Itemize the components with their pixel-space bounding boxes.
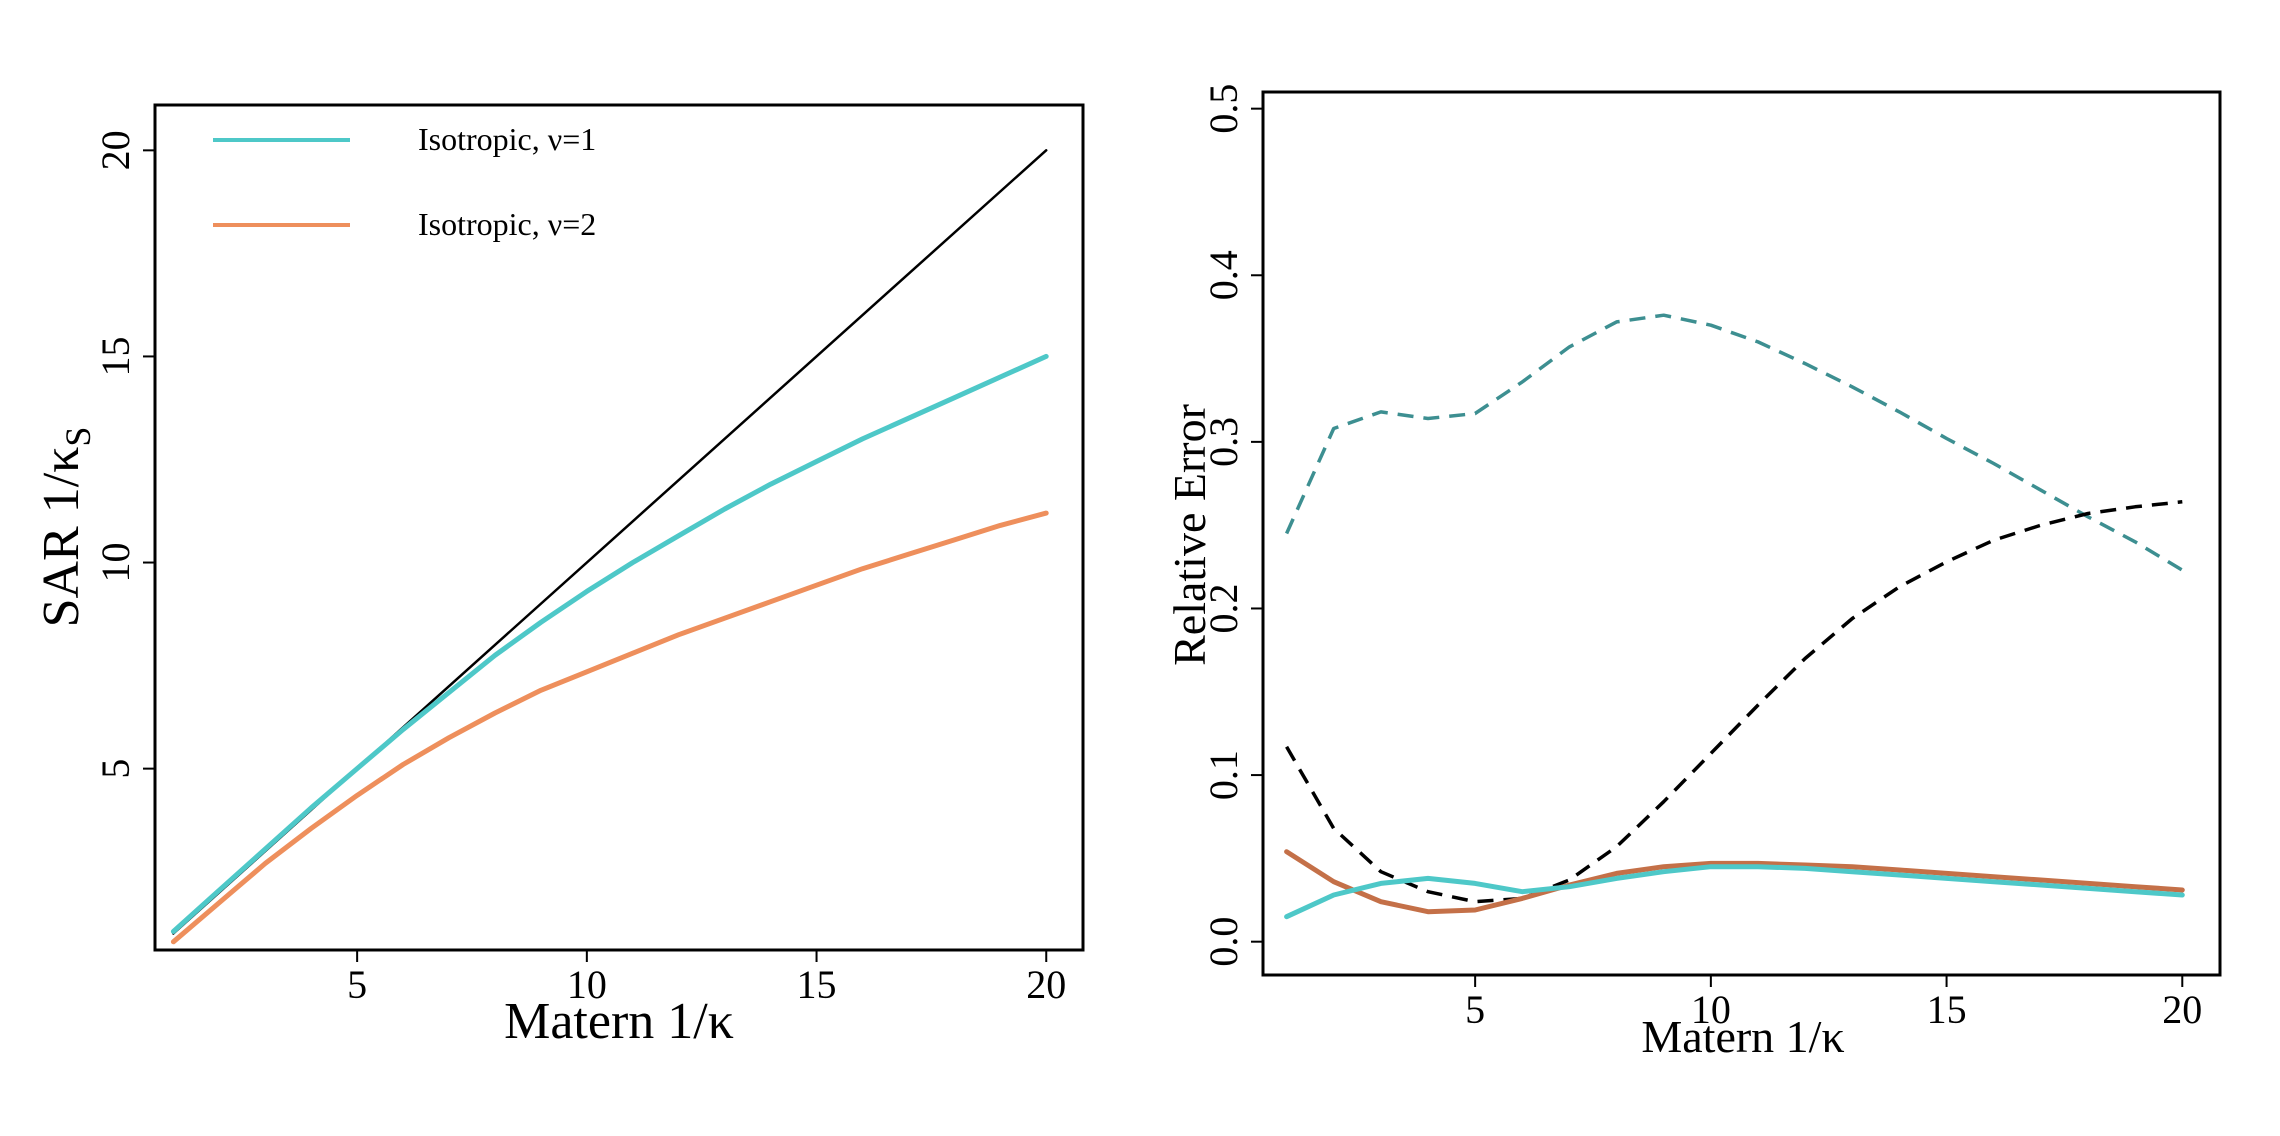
left-series-line-isotropic-1 (170, 353, 1049, 934)
left-x-tick-label: 20 (1026, 962, 1066, 1007)
left-x-tick-label: 5 (347, 962, 367, 1007)
left-y-tick-label: 10 (93, 543, 138, 583)
right-y-tick-label: 0.5 (1201, 84, 1246, 134)
left-y-tick-label: 15 (93, 336, 138, 376)
right-y-axis-title: Relative Error (1164, 404, 1215, 666)
right-y-tick-label: 0.3 (1201, 417, 1246, 467)
right-series-line-cyan-solid (1284, 864, 2185, 920)
right-y-tick-label: 0.2 (1201, 583, 1246, 633)
right-x-ticks: 5 10 15 20 (1465, 975, 2202, 1032)
left-x-ticks: 5 10 15 20 (347, 950, 1066, 1007)
left-y-axis-title-main: SAR 1/κ (33, 447, 90, 628)
right-plot-frame (1261, 90, 2222, 977)
left-chart-panel: 5 10 15 20 5 10 15 20 Isotropic, ν=1 Isotropic… (33, 103, 1085, 1050)
right-x-tick-label: 20 (2162, 987, 2202, 1032)
right-series-line-teal-dashed (1285, 313, 2184, 572)
left-plot-frame (153, 103, 1085, 952)
right-chart-panel: 5 10 15 20 0.0 0.1 0.2 0.3 0.4 0.5 Matern 1/κ Re… (1164, 84, 2222, 1062)
left-x-axis-title: Matern 1/κ (504, 993, 734, 1050)
right-y-ticks: 0.0 0.1 0.2 0.3 0.4 0.5 (1201, 84, 1263, 967)
left-y-tick-label: 5 (93, 759, 138, 779)
right-series-line-brown-solid (1284, 849, 2185, 915)
left-y-tick-label: 20 (93, 130, 138, 170)
left-x-tick-label: 10 (567, 962, 607, 1007)
right-x-axis-title: Matern 1/κ (1641, 1011, 1844, 1062)
legend-label-nu1: Isotropic, ν=1 (418, 121, 596, 157)
left-y-ticks: 5 10 15 20 (93, 130, 155, 779)
left-x-tick-label: 15 (797, 962, 837, 1007)
left-series-group (170, 149, 1049, 945)
right-y-tick-label: 0.4 (1201, 250, 1246, 300)
right-y-tick-label: 0.1 (1201, 750, 1246, 800)
left-y-axis-title: SAR 1/κS (33, 427, 98, 628)
legend-label-nu2: Isotropic, ν=2 (418, 206, 596, 242)
right-x-tick-label: 5 (1465, 987, 1485, 1032)
left-series-line-isotropic-2 (170, 510, 1049, 945)
left-legend: Isotropic, ν=1 Isotropic, ν=2 (213, 121, 596, 242)
right-series-group (1284, 313, 2185, 920)
right-x-tick-label: 10 (1691, 987, 1731, 1032)
left-y-axis-title-subscript: S (58, 427, 98, 447)
right-series-line-black-dashed (1285, 500, 2183, 904)
right-y-tick-label: 0.0 (1201, 917, 1246, 967)
right-x-tick-label: 15 (1927, 987, 1967, 1032)
